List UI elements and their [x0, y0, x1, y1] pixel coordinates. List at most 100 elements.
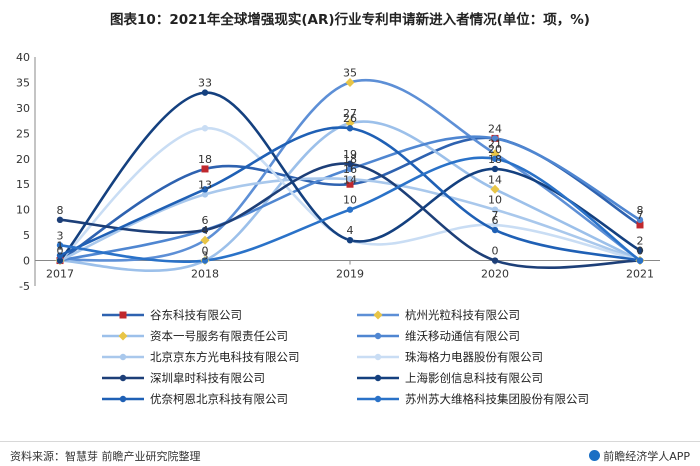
legend-marker	[118, 331, 128, 341]
data-point-marker	[491, 226, 499, 234]
data-label: 6	[492, 214, 499, 227]
legend-marker	[119, 395, 127, 403]
data-point-marker	[201, 226, 209, 234]
data-point-marker	[56, 242, 64, 249]
y-tick-label: 40	[16, 51, 30, 64]
legend-swatch	[357, 374, 399, 382]
data-point-marker	[636, 221, 644, 229]
legend-swatch	[357, 353, 399, 361]
data-point-marker	[636, 216, 644, 224]
legend-marker	[119, 353, 127, 361]
data-point-marker	[346, 125, 354, 132]
data-label: 18	[198, 153, 212, 166]
y-tick-label: 20	[16, 153, 30, 166]
legend-label: 优奈柯恩北京科技有限公司	[150, 392, 288, 406]
data-label: 7	[492, 209, 499, 222]
legend-marker	[374, 353, 382, 361]
legend-swatch	[357, 310, 399, 320]
data-point-marker	[346, 175, 354, 183]
legend-label: 维沃移动通信有限公司	[405, 329, 520, 343]
data-point-marker	[56, 252, 64, 259]
legend-label: 北京京东方光电科技有限公司	[150, 350, 300, 364]
legend-item: 谷东科技有限公司	[100, 306, 355, 324]
data-label: 10	[488, 194, 502, 207]
legend-item: 维沃移动通信有限公司	[355, 327, 610, 345]
legend-marker	[374, 374, 382, 382]
data-label: 3	[57, 229, 64, 242]
data-point-marker	[491, 206, 499, 213]
x-tick-label: 2020	[481, 268, 509, 281]
legend-swatch	[357, 395, 399, 403]
legend-item: 深圳皐时科技有限公司	[100, 369, 355, 387]
data-point-marker	[490, 184, 500, 194]
legend-label: 深圳皐时科技有限公司	[150, 371, 265, 385]
x-tick-label: 2019	[336, 268, 364, 281]
data-label: 7	[637, 209, 644, 222]
legend-label: 杭州光粒科技有限公司	[405, 308, 520, 322]
data-point-marker	[636, 247, 644, 254]
x-tick-label: 2018	[191, 268, 219, 281]
legend-marker	[119, 374, 127, 382]
data-label: 3	[202, 250, 209, 263]
data-label: 0	[202, 245, 209, 258]
data-label: 2	[637, 234, 644, 247]
data-label: 4	[202, 224, 209, 237]
data-label: 8	[637, 204, 644, 217]
legend-item: 北京京东方光电科技有限公司	[100, 348, 355, 366]
legend-label: 上海影创信息科技有限公司	[405, 371, 543, 385]
footer: 资料来源：智慧芽 前瞻产业研究院整理 前瞻经济学人APP	[0, 441, 700, 466]
legend-swatch	[102, 353, 144, 361]
qianzhan-logo-icon	[589, 450, 601, 461]
legend-item: 珠海格力电器股份有限公司	[355, 348, 610, 366]
data-label: 24	[488, 122, 502, 135]
data-point-marker	[491, 165, 499, 173]
data-point-marker	[201, 257, 209, 264]
data-label: 4	[347, 224, 354, 237]
data-label: 0	[492, 245, 499, 258]
legend-label: 珠海格力电器股份有限公司	[405, 350, 543, 364]
data-point-marker	[491, 257, 499, 264]
legend-marker	[374, 332, 382, 340]
data-label: 18	[488, 153, 502, 166]
data-label: 10	[343, 194, 357, 207]
x-tick-label: 2021	[626, 268, 654, 281]
data-label: 16	[343, 163, 357, 176]
legend-marker	[119, 311, 127, 319]
data-label: 1	[57, 239, 64, 252]
data-label: 21	[488, 138, 502, 151]
data-label: 8	[57, 204, 64, 217]
data-label: 18	[343, 153, 357, 166]
data-point-marker	[491, 221, 499, 229]
legend-swatch	[102, 395, 144, 403]
legend-swatch	[102, 331, 144, 341]
data-label: 19	[343, 148, 357, 161]
x-tick-label: 2017	[46, 268, 74, 281]
data-label: 33	[198, 77, 212, 90]
data-point-marker	[346, 165, 354, 173]
data-point-marker	[201, 125, 209, 132]
data-label: 20	[488, 143, 502, 156]
series-line	[58, 91, 642, 262]
source-note: 资料来源：智慧芽 前瞻产业研究院整理	[10, 450, 201, 463]
legend-marker	[374, 395, 382, 403]
data-label: 35	[343, 66, 357, 79]
data-point-marker	[201, 165, 209, 173]
data-point-marker	[346, 206, 354, 213]
y-tick-label: 10	[16, 204, 30, 217]
data-point-marker	[345, 118, 355, 128]
data-labels: 8310331813640335272619181614104242120181…	[57, 66, 644, 262]
legend-swatch	[102, 311, 144, 319]
chart-legend: 谷东科技有限公司 杭州光粒科技有限公司资本一号服务有限责任公司 维沃移动通信有限公司…	[100, 306, 660, 408]
legend-label: 资本一号服务有限责任公司	[150, 329, 288, 343]
brand: 前瞻经济学人APP	[589, 448, 690, 464]
data-label: 27	[343, 107, 357, 120]
legend-label: 苏州苏大维格科技集团股份有限公司	[405, 392, 589, 406]
legend-item: 优奈柯恩北京科技有限公司	[100, 390, 355, 408]
data-point-marker	[201, 186, 209, 193]
data-point-marker	[346, 180, 354, 188]
data-point-marker	[490, 149, 500, 159]
legend-marker	[373, 310, 383, 320]
legend-swatch	[102, 374, 144, 382]
